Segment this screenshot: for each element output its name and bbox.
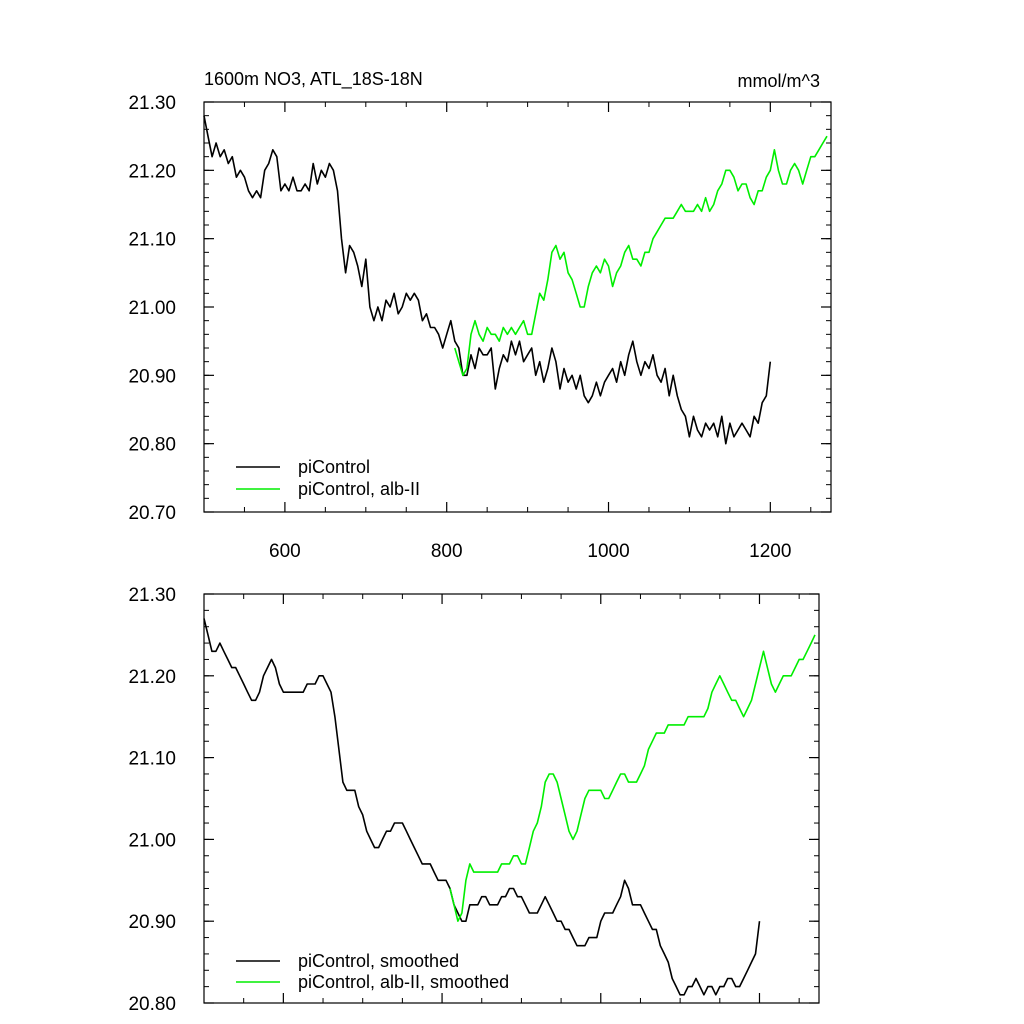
- bottom-y-tick-label: 20.90: [128, 912, 176, 933]
- top-x-tick-label: 800: [431, 541, 463, 562]
- bottom-y-tick-label: 21.00: [128, 830, 176, 851]
- bottom-plot-frame: [203, 593, 820, 1004]
- bottom-series-line-picontrol: [203, 618, 761, 996]
- bottom-legend-label: piControl, alb-II, smoothed: [298, 972, 509, 992]
- top-chart-units: mmol/m^3: [738, 71, 820, 91]
- bottom-y-tick-label: 21.30: [128, 585, 176, 606]
- top-x-tick-label: 1000: [587, 541, 629, 562]
- bottom-legend-label: piControl, smoothed: [298, 951, 459, 971]
- top-chart-title: 1600m NO3, ATL_18S-18N: [204, 69, 423, 90]
- top-y-tick-label: 21.00: [128, 298, 176, 319]
- top-y-tick-label: 21.10: [128, 230, 176, 251]
- top-y-tick-label: 20.80: [128, 435, 176, 456]
- top-y-tick-label: 20.70: [128, 503, 176, 524]
- top-plot-frame: [203, 101, 832, 513]
- top-y-tick-label: 20.90: [128, 366, 176, 387]
- bottom-y-tick-label: 20.80: [128, 994, 176, 1015]
- top-legend-label: piControl, alb-II: [298, 479, 420, 499]
- top-y-tick-label: 21.20: [128, 161, 176, 182]
- bottom-series-line-alb-ii: [449, 634, 816, 923]
- top-series-line-picontrol: [203, 115, 772, 445]
- top-x-tick-label: 600: [269, 541, 301, 562]
- top-x-tick-label: 1200: [749, 541, 791, 562]
- top-y-tick-label: 21.30: [128, 93, 176, 114]
- top-series-line-alb-ii: [454, 135, 828, 377]
- bottom-y-tick-label: 21.20: [128, 667, 176, 688]
- bottom-y-tick-label: 21.10: [128, 749, 176, 770]
- bottom-chart-panel: 20.80 20.90 21.00 21.10 21.20 21.30 piControl,…: [128, 585, 820, 1015]
- top-chart-panel: 20.70 20.80 20.90 21.00 21.10 21.20 21.30 600 80…: [128, 93, 832, 562]
- top-legend-label: piControl: [298, 457, 370, 477]
